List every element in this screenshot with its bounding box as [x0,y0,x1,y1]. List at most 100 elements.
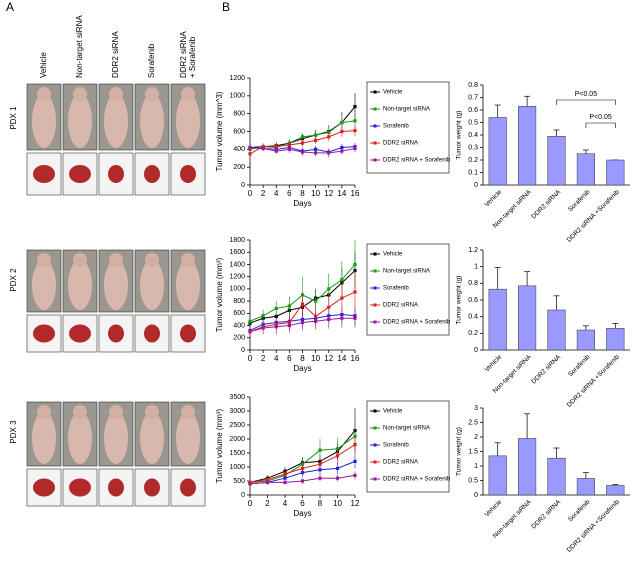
y-tick-label: 0.2 [468,157,478,164]
bar [576,478,595,496]
y-tick-label: 0.1 [468,169,478,176]
marker [300,135,305,139]
x-tick-label: 8 [318,499,323,508]
legend-label: Non-target siRNA [383,269,430,275]
x-axis-title: Days [293,199,311,208]
y-tick-label: 1500 [229,450,245,457]
x-tick-label: DDR2 siRNA [530,498,562,530]
marker [335,466,340,470]
y-tick-label: 0 [474,492,478,499]
column-label: Vehicle [39,52,48,78]
bar [606,328,625,351]
mouse-body [140,94,164,148]
y-axis-title: Tumor volume (mm³) [215,408,224,483]
x-axis-title: Days [293,509,311,518]
bar [547,136,566,186]
marker [274,145,278,149]
y-tick-label: 0 [241,492,245,499]
panel-label: A [6,0,14,14]
y-tick-label: 2.5 [468,419,478,426]
column-label: Sorafenib [147,43,156,78]
legend-marker [373,409,377,413]
marker [314,138,318,143]
bar [606,485,625,496]
marker [300,320,305,325]
tumor [180,478,196,497]
legend-label: DDR2 siRNA [383,303,418,309]
marker [314,319,318,323]
y-tick-label: 500 [233,478,245,485]
marker [353,459,357,463]
marker [353,290,357,294]
mouse-body [176,94,200,148]
y-tick-label: 200 [233,335,245,342]
y-tick-label: 1800 [229,237,245,244]
y-tick-label: 1200 [229,274,245,281]
y-tick-label: 0 [241,182,245,189]
legend-box [366,243,450,336]
x-tick-label: 14 [337,189,346,198]
marker [318,448,322,452]
marker [353,129,357,133]
y-tick-label: 3000 [229,408,245,415]
legend-label: Vehicle [383,252,403,258]
tumor [144,478,160,497]
mouse-head [109,87,123,101]
legend-label: DDR2 siRNA + Sorafenib [383,477,451,483]
x-tick-label: Sorafenib [567,498,592,523]
mouse-head [37,405,51,419]
x-axis-title: Days [293,364,311,373]
legend-marker [373,286,377,290]
legend-marker [373,443,377,447]
tumor [69,324,91,343]
mouse-body [104,412,128,464]
legend-marker [373,124,377,128]
marker [335,476,340,480]
legend-label: DDR2 siRNA + Sorafenib [383,320,451,326]
legend-marker [373,426,377,430]
marker [314,299,318,303]
x-tick-label: 16 [351,354,360,363]
mouse-body [140,260,164,310]
y-tick-label: 3500 [229,394,245,401]
legend-label: Non-target siRNA [383,107,430,113]
tumor [108,324,124,343]
mouse-body [32,94,56,148]
tumor-photo [26,468,62,507]
x-tick-label: 10 [311,189,320,198]
panel-label: B [222,0,230,14]
y-tick-label: 800 [233,111,245,118]
marker [327,135,331,139]
legend-label: Sorafenib [383,124,409,130]
row-label: PDX 3 [9,420,18,444]
x-tick-label: 14 [337,354,346,363]
x-tick-label: DDR2 siRNA +Sorafenib [566,498,621,553]
mouse-head [37,87,51,101]
x-tick-label: Vehicle [484,188,504,208]
mouse-head [73,405,87,419]
y-tick-label: 1 [474,463,478,470]
legend-marker [373,90,377,94]
bar [518,438,537,496]
marker [335,454,340,458]
mouse-head [181,87,195,101]
marker [248,330,252,334]
marker [340,149,344,153]
y-axis-title: Tumor volume (mm^3) [215,91,224,171]
bar [547,457,566,496]
marker [318,462,322,466]
legend-box [366,81,450,174]
x-tick-label: 8 [300,189,305,198]
marker [283,472,287,476]
y-axis-title: Tumor weight (g) [456,276,463,325]
x-tick-label: 12 [324,354,333,363]
annotation: P<0.05 [575,91,597,98]
y-tick-label: 1.5 [468,448,478,455]
legend-box [366,400,450,493]
bar [518,285,537,351]
tumor [69,478,91,497]
y-tick-label: 0 [241,347,245,354]
tumor [108,478,124,497]
x-tick-label: DDR2 siRNA [530,188,562,220]
